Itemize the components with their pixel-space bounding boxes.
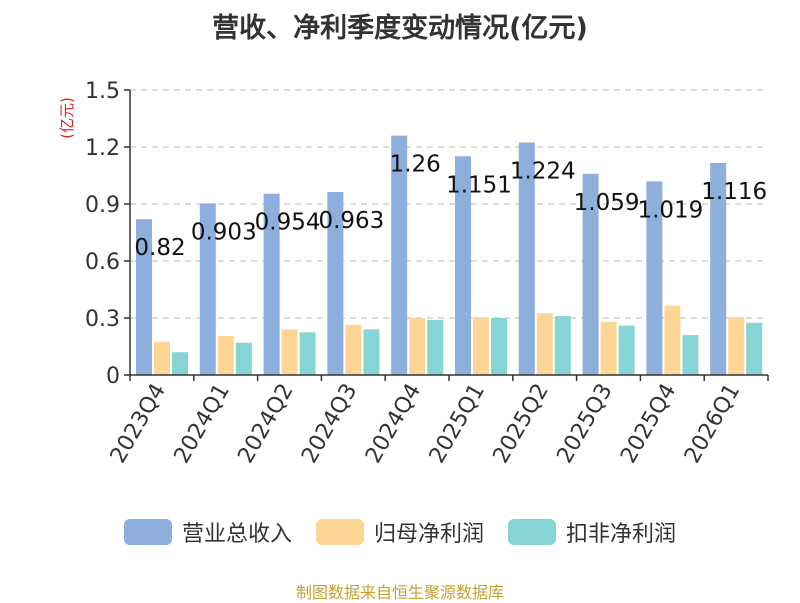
- bar-revenue: [199, 203, 216, 375]
- y-tick-label: 0: [106, 364, 120, 389]
- bar-revenue: [646, 181, 663, 375]
- x-tick-label: 2024Q2: [233, 380, 298, 468]
- bar-revenue: [582, 173, 599, 375]
- bar-deducted-net-profit: [299, 332, 316, 375]
- bars: [136, 135, 763, 375]
- chart-title: 营收、净利季度变动情况(亿元): [212, 13, 588, 44]
- data-label: 1.26: [390, 152, 441, 178]
- x-tick-label: 2025Q4: [616, 380, 681, 468]
- legend-swatch-net-profit: [315, 519, 364, 545]
- legend-swatch-revenue: [123, 519, 172, 545]
- legend: 营业总收入 归母净利润 扣非净利润: [0, 516, 800, 548]
- bar-net-profit: [281, 329, 298, 375]
- legend-item-net-profit[interactable]: 归母净利润: [315, 516, 484, 548]
- bar-net-profit: [409, 318, 426, 375]
- x-tick-label: 2025Q3: [552, 380, 617, 468]
- bar-deducted-net-profit: [427, 319, 444, 375]
- bar-net-profit: [536, 313, 553, 375]
- bar-revenue: [391, 135, 408, 375]
- bar-net-profit: [728, 317, 745, 375]
- bar-deducted-net-profit: [554, 316, 571, 375]
- bar-deducted-net-profit: [172, 352, 188, 375]
- legend-item-revenue[interactable]: 营业总收入: [123, 516, 292, 548]
- bar-revenue: [263, 193, 280, 375]
- data-labels: 0.820.9030.9540.9631.261.1511.2241.0591.…: [134, 152, 767, 262]
- bar-net-profit: [473, 317, 489, 375]
- y-tick-label: 0.9: [85, 193, 120, 218]
- x-tick-label: 2024Q3: [297, 380, 362, 468]
- bar-net-profit: [154, 341, 170, 375]
- legend-item-deducted-net-profit[interactable]: 扣非净利润: [508, 516, 676, 548]
- bar-deducted-net-profit: [746, 322, 763, 375]
- x-tick-label: 2024Q1: [170, 380, 235, 468]
- bar-revenue: [327, 192, 344, 375]
- bar-revenue: [455, 156, 471, 375]
- y-tick-label: 1.5: [85, 79, 120, 104]
- bar-net-profit: [217, 336, 234, 375]
- bar-revenue: [518, 142, 535, 375]
- legend-swatch-deducted-net-profit: [508, 519, 556, 545]
- x-tick-label: 2023Q4: [106, 380, 171, 468]
- data-label: 1.019: [637, 197, 703, 223]
- legend-label-net-profit: 归母净利润: [373, 522, 484, 547]
- axes: 0 0.3 0.6 0.9 1.2 1.5 2023Q42024Q12024Q22024Q3…: [85, 79, 769, 468]
- bar-revenue: [136, 219, 152, 375]
- data-label: 1.224: [510, 158, 576, 184]
- y-tick-label: 0.3: [85, 307, 120, 332]
- x-tick-label: 2026Q1: [680, 380, 745, 468]
- data-label: 1.116: [701, 179, 767, 205]
- x-tick-label: 2024Q4: [361, 380, 426, 468]
- bar-net-profit: [345, 324, 362, 375]
- x-tick-label: 2025Q1: [425, 380, 490, 468]
- bar-net-profit: [600, 321, 617, 375]
- bar-net-profit: [664, 305, 681, 375]
- legend-label-deducted-net-profit: 扣非净利润: [566, 522, 677, 547]
- data-label: 1.151: [446, 172, 512, 198]
- bar-revenue: [710, 162, 727, 375]
- y-axis-label: (亿元): [58, 97, 76, 139]
- bar-deducted-net-profit: [235, 342, 252, 375]
- bar-deducted-net-profit: [363, 329, 380, 375]
- y-tick-label: 1.2: [85, 136, 120, 161]
- bar-deducted-net-profit: [682, 335, 699, 375]
- legend-label-revenue: 营业总收入: [181, 522, 292, 547]
- y-tick-label: 0.6: [85, 250, 120, 275]
- x-tick-label: 2025Q2: [489, 380, 554, 468]
- bar-deducted-net-profit: [491, 318, 507, 375]
- data-label: 0.82: [134, 235, 185, 261]
- data-label: 0.954: [255, 210, 321, 236]
- source-note: 制图数据来自恒生聚源数据库: [295, 583, 504, 602]
- data-label: 0.903: [191, 219, 257, 245]
- data-label: 0.963: [318, 208, 384, 234]
- bar-deducted-net-profit: [618, 325, 635, 375]
- data-label: 1.059: [574, 190, 640, 216]
